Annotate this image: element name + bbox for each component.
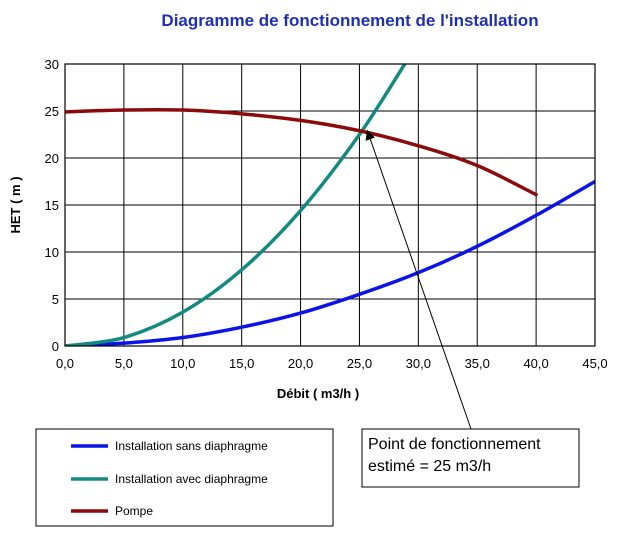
- annotation-box: [361, 428, 580, 488]
- y-tick-labels: 0 5 10 15 20 25 30: [45, 57, 59, 354]
- annotation-line-2: estimé = 25 m3/h: [368, 458, 491, 475]
- y-tick-label: 15: [45, 198, 59, 213]
- x-tick-labels: 0,0 5,0 10,0 15,0 20,0 25,0 30,0 35,0 40,0 45,0: [56, 356, 608, 371]
- y-tick-label: 10: [45, 245, 59, 260]
- y-tick-label: 25: [45, 104, 59, 119]
- series-line-avec-diaphragme: [65, 64, 407, 346]
- x-tick-label: 45,0: [582, 356, 607, 371]
- x-tick-label: 25,0: [347, 356, 372, 371]
- series-line-sans-diaphragme: [65, 179, 595, 346]
- legend-label-avec-diaphragme: Installation avec diaphragme: [115, 472, 268, 486]
- annotation-arrow: [365, 129, 472, 430]
- x-axis-label: Débit ( m3/h ): [277, 386, 359, 401]
- x-tick-label: 40,0: [523, 356, 548, 371]
- x-tick-label: 20,0: [288, 356, 313, 371]
- y-axis-label: HET ( m ): [8, 176, 23, 233]
- y-tick-label: 5: [52, 292, 59, 307]
- annotation: Point de fonctionnement estimé = 25 m3/h: [361, 129, 580, 488]
- x-tick-label: 5,0: [115, 356, 133, 371]
- y-tick-label: 20: [45, 151, 59, 166]
- y-tick-label: 0: [52, 339, 59, 354]
- plot-frame: [64, 63, 596, 347]
- annotation-line-1: Point de fonctionnement: [368, 436, 541, 453]
- x-tick-label: 35,0: [465, 356, 490, 371]
- x-tick-label: 0,0: [56, 356, 74, 371]
- legend-label-sans-diaphragme: Installation sans diaphragme: [115, 439, 268, 453]
- series-lines: [65, 64, 595, 346]
- series-line-pompe: [65, 107, 538, 197]
- chart-title: Diagramme de fonctionnement de l'install…: [161, 11, 538, 30]
- x-tick-label: 10,0: [170, 356, 195, 371]
- legend: Installation sans diaphragme Installatio…: [35, 428, 334, 527]
- legend-label-pompe: Pompe: [115, 504, 153, 518]
- x-tick-label: 30,0: [406, 356, 431, 371]
- y-tick-label: 30: [45, 57, 59, 72]
- x-tick-label: 15,0: [229, 356, 254, 371]
